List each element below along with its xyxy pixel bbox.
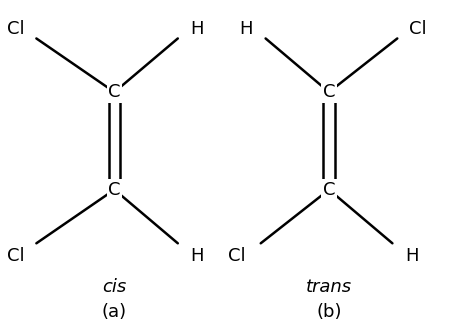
Text: C: C xyxy=(323,83,335,101)
Text: C: C xyxy=(108,181,121,199)
Text: Cl: Cl xyxy=(409,20,427,38)
Text: Cl: Cl xyxy=(7,20,25,38)
Text: H: H xyxy=(239,20,253,38)
Text: C: C xyxy=(323,181,335,199)
Text: (a): (a) xyxy=(102,303,127,321)
Text: H: H xyxy=(191,20,204,38)
Text: (b): (b) xyxy=(316,303,342,321)
Text: Cl: Cl xyxy=(228,247,246,265)
Text: Cl: Cl xyxy=(7,247,25,265)
Text: C: C xyxy=(108,83,121,101)
Text: cis: cis xyxy=(102,278,127,296)
Text: H: H xyxy=(191,247,204,265)
Text: H: H xyxy=(405,247,419,265)
Text: trans: trans xyxy=(306,278,352,296)
